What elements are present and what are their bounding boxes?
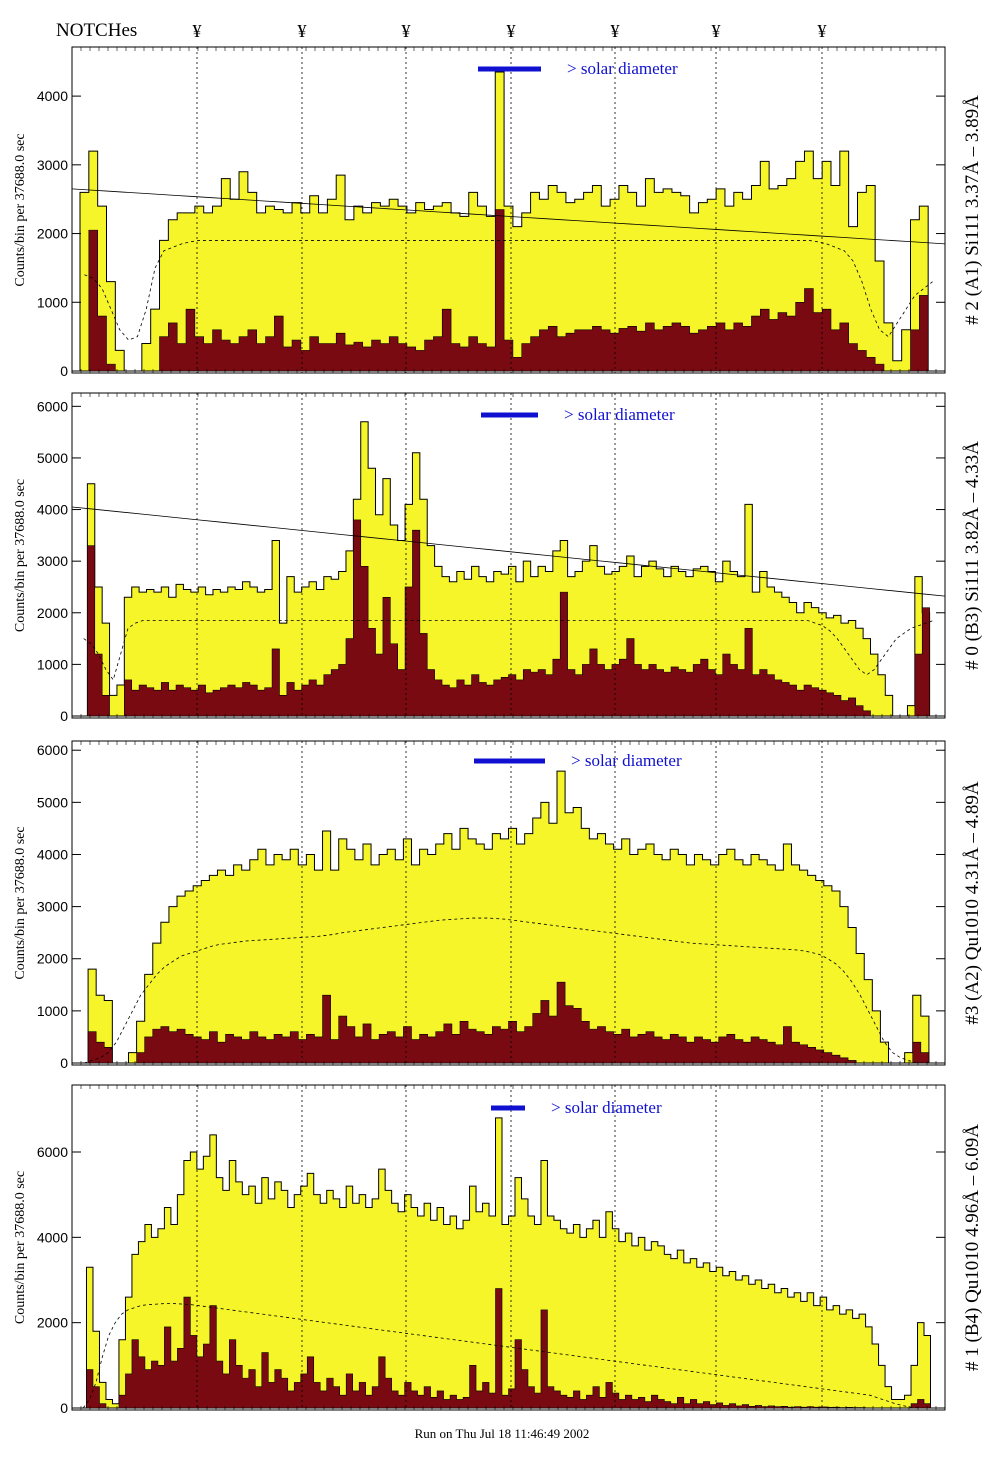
histogram-total [80,421,937,717]
y-tick-label: 5000 [37,450,68,466]
y-tick-label: 2000 [37,951,68,967]
y-tick-label: 1000 [37,1003,68,1019]
solar-diameter-annotation: > solar diameter [571,751,682,770]
y-axis-label: Counts/bin per 37688.0 sec [13,133,28,286]
histogram-total [80,1117,937,1409]
notch-marker: ¥ [507,21,516,41]
plot-frame [71,740,946,1066]
y-tick-label: 3000 [37,553,68,569]
y-tick-label: 2000 [37,1315,68,1331]
y-tick-label: 0 [60,1055,68,1071]
y-tick-label: 2000 [37,605,68,621]
histogram-inner [80,981,937,1064]
histogram-inner [80,519,937,717]
plot-frame [71,46,946,374]
y-tick-label: 4000 [37,1229,68,1245]
solar-diameter-annotation: > solar diameter [564,405,675,424]
solar-diameter-annotation: > solar diameter [567,59,678,78]
y-tick-label: 4000 [37,88,68,104]
detector-label: # 0 (B3) Si111 3.82Å – 4.33Å [962,441,983,670]
y-tick-label: 3000 [37,157,68,173]
model-curve [83,917,933,1064]
y-tick-label: 6000 [37,742,68,758]
y-tick-label: 4000 [37,846,68,862]
y-tick-label: 0 [60,363,68,379]
histogram-inner [80,209,937,372]
notches-label: NOTCHes [56,20,138,41]
detector-label: #3 (A2) Qu1010 4.31Å – 4.89Å [962,781,983,1025]
solar-diameter-annotation: > solar diameter [551,1098,662,1117]
model-curve [84,240,933,341]
histogram-total [80,770,937,1064]
notch-marker: ¥ [611,21,620,41]
y-tick-label: 0 [60,1400,68,1416]
y-tick-label: 4000 [37,502,68,518]
y-tick-label: 6000 [37,1144,68,1160]
y-tick-label: 3000 [37,899,68,915]
detector-label: # 2 (A1) Si111 3.37Å – 3.89Å [962,95,983,325]
y-axis-label: Counts/bin per 37688.0 sec [13,479,28,632]
histogram-inner [80,1288,937,1409]
notch-marker: ¥ [298,21,307,41]
y-tick-label: 6000 [37,398,68,414]
model-curve [82,1303,934,1409]
y-tick-label: 0 [60,708,68,724]
notch-marker: ¥ [193,21,202,41]
trend-line [71,188,946,245]
y-tick-label: 2000 [37,226,68,242]
run-timestamp: Run on Thu Jul 18 11:46:49 2002 [414,1426,590,1441]
detector-label: # 1 (B4) Qu1010 4.96Å – 6.09Å [962,1124,983,1371]
trend-line [71,506,946,597]
plot-frame [71,392,946,719]
y-axis-label: Counts/bin per 37688.0 sec [13,1171,28,1324]
y-axis-label: Counts/bin per 37688.0 sec [13,826,28,979]
notch-marker: ¥ [818,21,827,41]
plot-frame [71,1084,946,1411]
y-tick-label: 1000 [37,294,68,310]
y-tick-label: 5000 [37,794,68,810]
notch-marker: ¥ [402,21,411,41]
y-tick-label: 1000 [37,656,68,672]
model-curve [83,620,934,681]
notch-marker: ¥ [712,21,721,41]
